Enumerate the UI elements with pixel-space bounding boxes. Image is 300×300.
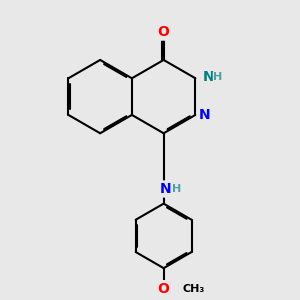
Text: H: H xyxy=(213,72,223,82)
Text: N: N xyxy=(198,108,210,122)
Text: O: O xyxy=(158,282,170,296)
Text: N: N xyxy=(203,70,214,84)
Text: O: O xyxy=(158,25,170,39)
Text: H: H xyxy=(172,184,181,194)
Text: CH₃: CH₃ xyxy=(183,284,205,294)
Text: N: N xyxy=(159,182,171,196)
